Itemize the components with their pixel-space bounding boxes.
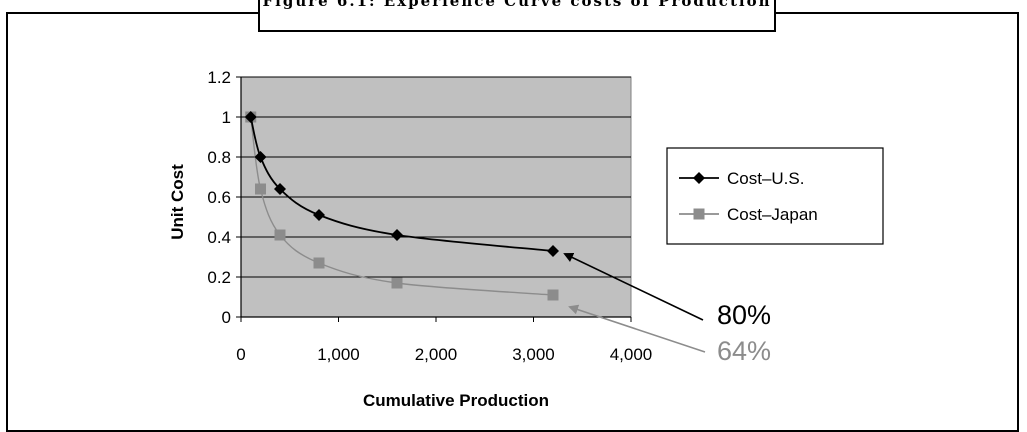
data-point (391, 277, 403, 289)
data-point (547, 245, 559, 257)
data-point (547, 289, 559, 301)
data-point (274, 183, 286, 195)
y-tick-label: 0.2 (207, 268, 231, 287)
figure-caption: Figure 6.1: Experience Curve costs of Pr… (262, 0, 772, 10)
y-tick-label: 0 (222, 308, 231, 327)
y-axis-title: Unit Cost (168, 164, 187, 240)
annotation-arrow (563, 252, 704, 321)
data-point (274, 229, 286, 241)
legend-swatch-marker (693, 172, 705, 184)
y-tick-label: 0.8 (207, 148, 231, 167)
x-tick-label: 0 (236, 345, 245, 364)
annotation-label: 64% (717, 336, 771, 366)
y-tick-label: 1 (222, 108, 231, 127)
annotation-arrow (568, 304, 706, 353)
legend-entry: Cost–Japan (727, 205, 818, 224)
x-tick-label: 3,000 (512, 345, 555, 364)
data-point (254, 151, 267, 163)
legend-entry: Cost–U.S. (727, 169, 804, 188)
y-tick-label: 1.2 (207, 68, 231, 87)
x-tick-label: 2,000 (415, 345, 458, 364)
legend-swatch-marker (693, 208, 705, 220)
annotation-label: 80% (717, 300, 771, 330)
data-point (255, 183, 266, 195)
data-point (313, 209, 325, 221)
figure-caption-box: Figure 6.1: Experience Curve costs of Pr… (258, 0, 776, 32)
x-tick-label: 1,000 (317, 345, 360, 364)
y-tick-label: 0.6 (207, 188, 231, 207)
series-us (244, 111, 559, 257)
data-point (391, 229, 403, 241)
data-point (244, 111, 257, 123)
data-point (313, 257, 325, 269)
experience-curve-chart: 0 0.2 0.4 0.6 0.8 1 1.2 0 1,000 2,000 3,000 4,000 8… (168, 68, 884, 410)
x-tick-label: 4,000 (610, 345, 653, 364)
legend-box (666, 147, 884, 245)
y-tick-label: 0.4 (207, 228, 231, 247)
x-axis-title: Cumulative Production (363, 391, 549, 410)
